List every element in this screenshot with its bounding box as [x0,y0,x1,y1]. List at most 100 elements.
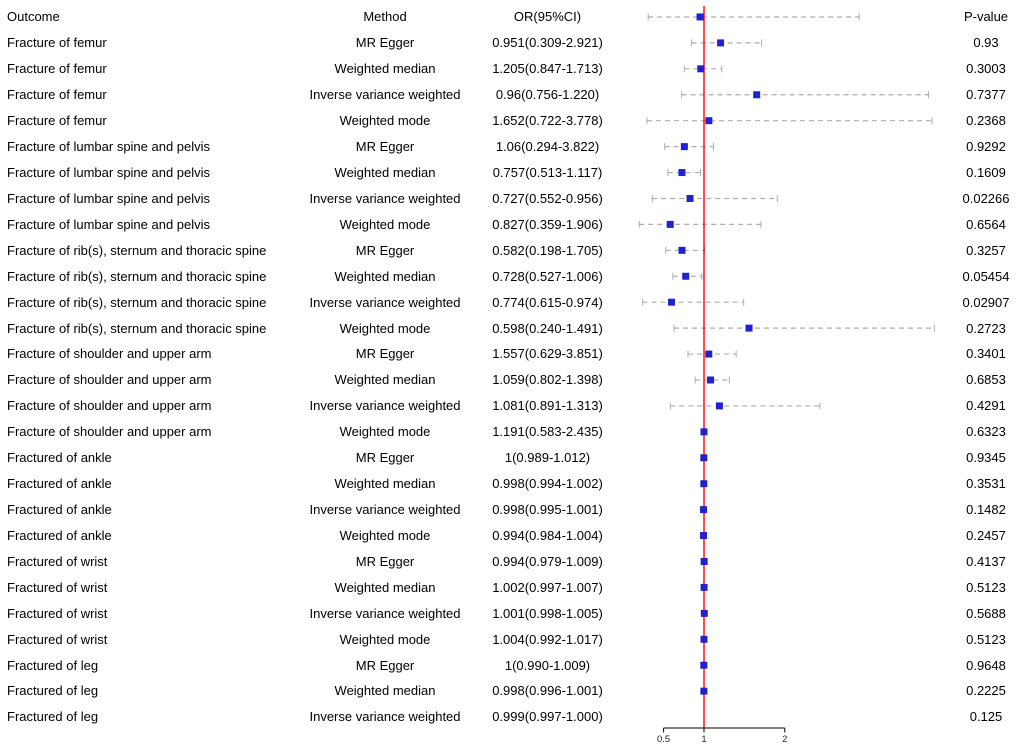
p-value-cell: 0.6323 [966,424,1006,440]
outcome-cell: Fracture of rib(s), sternum and thoracic… [7,242,267,258]
table-row: Fractured of leg MR Egger 1(0.990-1.009) 0.… [0,652,1020,678]
method-cell: Weighted median [334,61,436,77]
outcome-cell: Fracture of femur [7,61,107,77]
or-ci-cell: 1.06(0.294-3.822) [495,139,600,155]
or-ci-cell: 0.582(0.198-1.705) [492,242,603,258]
or-ci-cell: 1.004(0.992-1.017) [492,631,603,647]
table-row: Fractured of ankle Weighted mode 0.994(0.9… [0,522,1020,548]
or-ci-cell: 1.002(0.997-1.007) [492,579,603,595]
table-row: Fracture of lumbar spine and pelvis Inver… [0,185,1020,211]
outcome-cell: Fracture of rib(s), sternum and thoracic… [7,320,267,336]
or-ci-cell: 0.998(0.994-1.002) [492,476,603,492]
p-value-cell: 0.2225 [966,683,1006,699]
p-value-cell: 0.3531 [966,476,1006,492]
p-value-cell: 0.9345 [966,450,1006,466]
or-ci-cell: 0.999(0.997-1.000) [492,709,603,725]
or-ci-cell: 1.001(0.998-1.005) [492,605,603,621]
table-row: Fracture of shoulder and upper arm Invers… [0,393,1020,419]
outcome-cell: Fracture of shoulder and upper arm [7,398,212,414]
outcome-cell: Fractured of leg [7,657,99,673]
table-row: Fractured of ankle Inverse variance weigh… [0,497,1020,523]
outcome-cell: Fractured of leg [7,709,99,725]
outcome-cell: Fractured of ankle [7,501,112,517]
table-row: Fracture of femur Inverse variance weight… [0,82,1020,108]
table-row: Fractured of leg Weighted median 0.998(0.9… [0,678,1020,704]
table-row: Fracture of lumbar spine and pelvis Weigh… [0,211,1020,237]
or-ci-cell: 1.652(0.722-3.778) [492,113,603,129]
method-cell: MR Egger [355,139,415,155]
header-or-ci: OR(95%CI) [513,9,582,25]
header-outcome: Outcome [7,9,60,25]
method-cell: Inverse variance weighted [309,501,461,517]
method-cell: Weighted median [334,164,436,180]
method-cell: Weighted median [334,579,436,595]
method-cell: Inverse variance weighted [309,398,461,414]
outcome-cell: Fracture of lumbar spine and pelvis [7,139,211,155]
or-ci-cell: 1.557(0.629-3.851) [492,346,603,362]
method-cell: MR Egger [355,553,415,569]
method-cell: Weighted mode [339,113,431,129]
method-cell: Inverse variance weighted [309,294,461,310]
outcome-cell: Fractured of ankle [7,527,112,543]
or-ci-cell: 0.998(0.995-1.001) [492,501,603,517]
table-row: Fracture of rib(s), sternum and thoracic… [0,315,1020,341]
p-value-cell: 0.1609 [966,164,1006,180]
table-row: Fracture of rib(s), sternum and thoracic… [0,237,1020,263]
method-cell: MR Egger [355,346,415,362]
or-ci-cell: 0.951(0.309-2.921) [492,35,603,51]
p-value-cell: 0.2457 [966,527,1006,543]
or-ci-cell: 1.191(0.583-2.435) [492,424,603,440]
method-cell: Weighted median [334,372,436,388]
outcome-cell: Fracture of femur [7,87,107,103]
table-row: Fracture of lumbar spine and pelvis MR Eg… [0,134,1020,160]
table-row: Fractured of ankle Weighted median 0.998(0… [0,471,1020,497]
p-value-cell: 0.3257 [966,242,1006,258]
p-value-cell: 0.5123 [966,631,1006,647]
or-ci-cell: 0.728(0.527-1.006) [492,268,603,284]
p-value-cell: 0.2723 [966,320,1006,336]
table-row: Fracture of shoulder and upper arm Weight… [0,419,1020,445]
table-row: Fracture of rib(s), sternum and thoracic… [0,263,1020,289]
outcome-cell: Fracture of shoulder and upper arm [7,424,212,440]
method-cell: Weighted mode [339,216,431,232]
p-value-cell: 0.6853 [966,372,1006,388]
outcome-cell: Fractured of ankle [7,450,112,466]
table-row: Fractured of wrist Weighted mode 1.004(0.9… [0,626,1020,652]
p-value-cell: 0.3401 [966,346,1006,362]
method-cell: Weighted mode [339,527,431,543]
or-ci-cell: 0.994(0.984-1.004) [492,527,603,543]
table-row: Fracture of rib(s), sternum and thoracic… [0,289,1020,315]
method-cell: MR Egger [355,657,415,673]
or-ci-cell: 1(0.990-1.009) [504,657,591,673]
table-row: Fractured of ankle MR Egger 1(0.989-1.012)… [0,445,1020,471]
table-row: Fractured of wrist Weighted median 1.002(0… [0,574,1020,600]
p-value-cell: 0.7377 [966,87,1006,103]
or-ci-cell: 0.96(0.756-1.220) [495,87,600,103]
forest-table: Outcome Method OR(95%CI) P-value Fractur… [0,4,1020,730]
outcome-cell: Fracture of lumbar spine and pelvis [7,190,211,206]
outcome-cell: Fractured of wrist [7,579,108,595]
p-value-cell: 0.125 [969,709,1003,725]
outcome-cell: Fracture of lumbar spine and pelvis [7,164,211,180]
or-ci-cell: 1.081(0.891-1.313) [492,398,603,414]
outcome-cell: Fractured of ankle [7,476,112,492]
method-cell: Weighted median [334,683,436,699]
table-row: Fractured of wrist MR Egger 0.994(0.979-1.… [0,548,1020,574]
outcome-cell: Fracture of shoulder and upper arm [7,346,212,362]
table-row: Fractured of wrist Inverse variance weigh… [0,600,1020,626]
or-ci-cell: 0.757(0.513-1.117) [492,164,603,180]
outcome-cell: Fractured of wrist [7,631,108,647]
table-row: Fracture of shoulder and upper arm Weight… [0,367,1020,393]
outcome-cell: Fracture of femur [7,113,107,129]
or-ci-cell: 0.727(0.552-0.956) [492,190,603,206]
outcome-cell: Fractured of wrist [7,553,108,569]
method-cell: MR Egger [355,450,415,466]
table-row: Fractured of leg Inverse variance weighte… [0,704,1020,730]
table-row: Fracture of femur Weighted median 1.205(0.… [0,56,1020,82]
outcome-cell: Fractured of leg [7,683,99,699]
p-value-cell: 0.1482 [966,501,1006,517]
table-row: Fracture of femur MR Egger 0.951(0.309-2.9… [0,30,1020,56]
p-value-cell: 0.5688 [966,605,1006,621]
method-cell: Inverse variance weighted [309,87,461,103]
